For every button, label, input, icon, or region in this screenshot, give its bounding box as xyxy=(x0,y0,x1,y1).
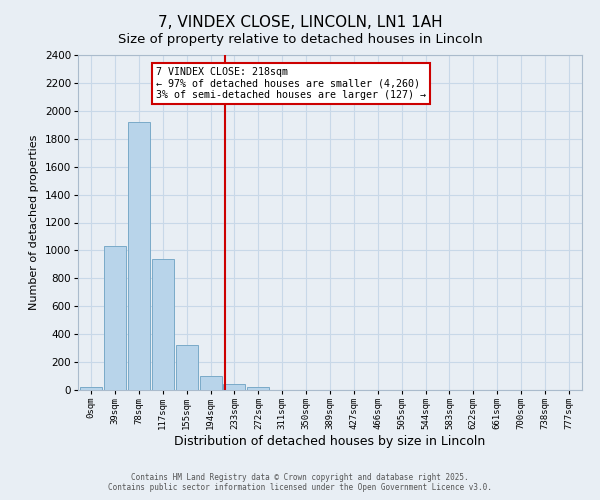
Bar xyxy=(247,387,269,390)
Text: Size of property relative to detached houses in Lincoln: Size of property relative to detached ho… xyxy=(118,32,482,46)
X-axis label: Distribution of detached houses by size in Lincoln: Distribution of detached houses by size … xyxy=(175,435,485,448)
Bar xyxy=(104,246,126,390)
Y-axis label: Number of detached properties: Number of detached properties xyxy=(29,135,39,310)
Text: 7, VINDEX CLOSE, LINCOLN, LN1 1AH: 7, VINDEX CLOSE, LINCOLN, LN1 1AH xyxy=(158,15,442,30)
Bar xyxy=(152,259,174,390)
Bar xyxy=(223,384,245,390)
Bar xyxy=(128,122,150,390)
Text: 7 VINDEX CLOSE: 218sqm
← 97% of detached houses are smaller (4,260)
3% of semi-d: 7 VINDEX CLOSE: 218sqm ← 97% of detached… xyxy=(156,66,426,100)
Text: Contains HM Land Registry data © Crown copyright and database right 2025.
Contai: Contains HM Land Registry data © Crown c… xyxy=(108,473,492,492)
Bar xyxy=(176,346,197,390)
Bar xyxy=(80,387,102,390)
Bar xyxy=(200,376,221,390)
